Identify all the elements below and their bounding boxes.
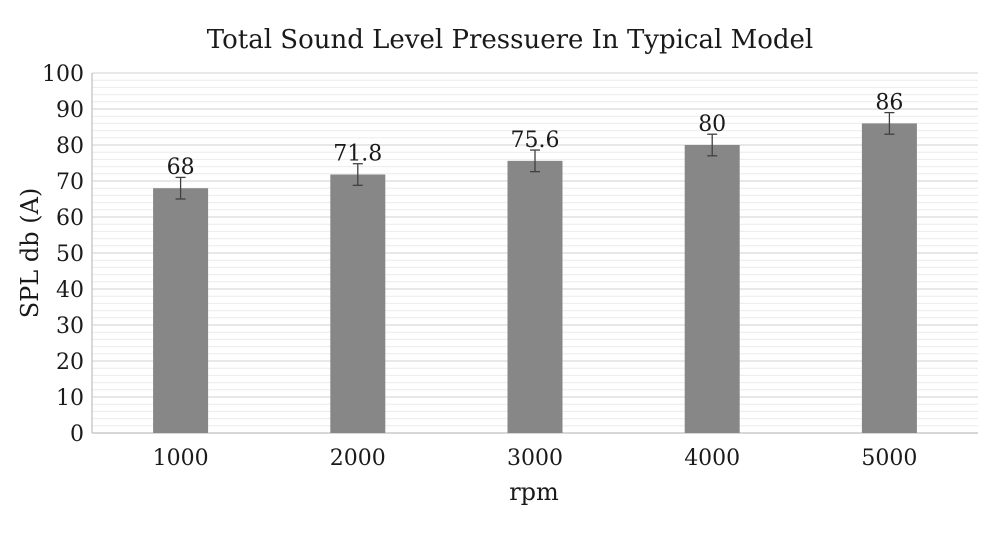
error-bar [707,133,718,157]
y-tick-label: 0 [70,422,84,447]
x-axis-title: rpm [509,478,559,506]
x-tick-label: 2000 [330,446,386,471]
x-tick-labels: 1000 2000 3000 4000 5000 [153,446,918,471]
x-tick-label: 4000 [684,446,740,471]
y-tick-label: 100 [42,62,84,87]
y-tick-label: 90 [56,98,84,123]
data-label: 71.8 [333,142,382,167]
data-labels: 68 71.8 75.6 80 86 [167,90,904,180]
y-tick-labels: 0 10 20 30 40 50 60 70 80 90 100 [42,62,84,447]
bar [507,160,563,433]
error-bars-layer [175,111,895,200]
x-tick-label: 5000 [861,446,917,471]
bars-layer [153,123,917,434]
y-tick-label: 80 [56,134,84,159]
y-tick-label: 20 [56,350,84,375]
y-tick-label: 70 [56,170,84,195]
y-tick-label: 40 [56,278,84,303]
bar [861,123,917,434]
data-label: 86 [875,90,903,115]
data-label: 80 [698,112,726,137]
error-bar [175,176,186,200]
error-bar [530,149,540,173]
error-bar [352,163,363,186]
chart-title: Total Sound Level Pressuere In Typical M… [207,25,813,55]
data-label: 75.6 [511,128,560,153]
y-tick-label: 50 [56,242,84,267]
y-tick-label: 60 [56,206,84,231]
bar [684,145,740,433]
y-tick-label: 10 [56,386,84,411]
data-label: 68 [167,155,195,180]
error-bar [884,111,895,135]
bar [153,188,209,433]
y-tick-label: 30 [56,314,84,339]
x-tick-label: 1000 [153,446,209,471]
x-tick-label: 3000 [507,446,563,471]
bar [330,174,386,433]
y-axis-title: SPL db (A) [16,188,44,319]
